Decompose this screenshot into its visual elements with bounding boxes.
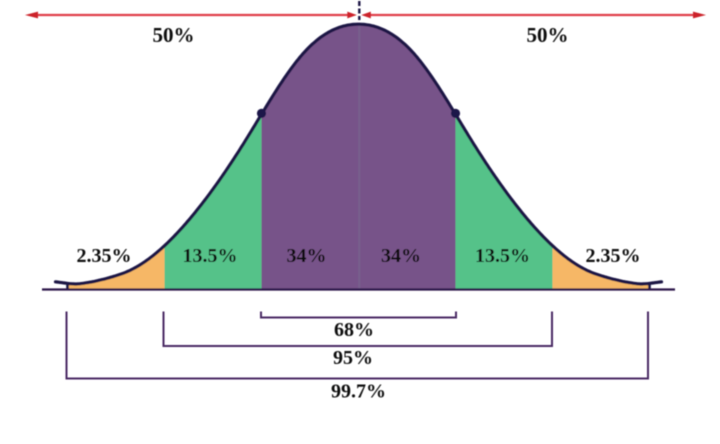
svg-text:34%: 34% xyxy=(381,245,421,267)
svg-text:2.35%: 2.35% xyxy=(77,245,132,267)
svg-text:34%: 34% xyxy=(287,245,327,267)
svg-text:99.7%: 99.7% xyxy=(331,381,386,403)
svg-text:95%: 95% xyxy=(333,347,373,369)
svg-text:50%: 50% xyxy=(527,23,569,47)
svg-text:2.35%: 2.35% xyxy=(586,245,641,267)
svg-text:50%: 50% xyxy=(153,23,195,47)
svg-text:68%: 68% xyxy=(334,319,374,341)
svg-text:13.5%: 13.5% xyxy=(475,245,530,267)
svg-text:13.5%: 13.5% xyxy=(183,245,238,267)
